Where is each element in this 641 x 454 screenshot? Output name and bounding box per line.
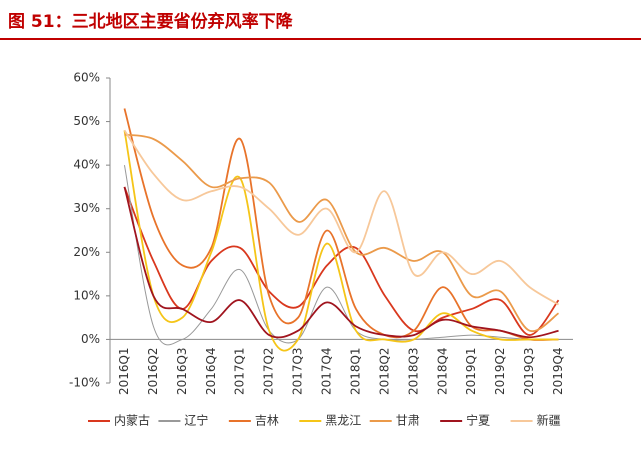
x-tick-label: 2018Q2: [377, 347, 391, 395]
x-tick-label: 2019Q3: [522, 347, 536, 395]
x-tick-label: 2016Q3: [175, 347, 189, 395]
series-line: [123, 130, 559, 352]
x-tick-label: 2017Q2: [262, 347, 276, 395]
x-tick-label: 2017Q4: [320, 347, 334, 395]
series-line: [123, 165, 559, 346]
y-tick-label: -10%: [69, 376, 100, 390]
legend-label: 辽宁: [184, 413, 208, 428]
x-tick-label: 2016Q4: [204, 347, 218, 395]
chart-title: 图 51：三北地区主要省份弃风率下降: [8, 11, 294, 32]
y-tick-label: 20%: [73, 245, 100, 259]
legend-label: 宁夏: [466, 413, 490, 428]
legend-label: 黑龙江: [325, 414, 361, 428]
legend-label: 内蒙古: [114, 413, 150, 428]
x-tick-label: 2016Q2: [146, 347, 160, 395]
y-tick-label: 0%: [81, 332, 100, 346]
x-tick-label: 2016Q1: [117, 347, 131, 395]
series-line: [123, 186, 559, 339]
y-tick-label: 60%: [73, 71, 100, 85]
x-tick-label: 2018Q4: [435, 347, 449, 395]
series-line: [123, 186, 560, 336]
x-tick-label: 2019Q1: [464, 347, 478, 395]
series-line: [123, 129, 559, 306]
y-tick-label: 10%: [73, 288, 100, 302]
title-rule: [0, 38, 641, 40]
series-line: [123, 108, 559, 341]
series-line: [124, 133, 560, 333]
x-tick-label: 2019Q2: [493, 347, 507, 395]
y-tick-label: 30%: [73, 201, 100, 215]
x-tick-label: 2017Q3: [291, 347, 305, 395]
x-tick-label: 2017Q1: [233, 347, 247, 395]
y-tick-label: 40%: [73, 158, 100, 172]
x-tick-label: 2018Q3: [406, 347, 420, 395]
x-tick-label: 2019Q4: [551, 347, 565, 395]
legend-label: 甘肃: [396, 414, 420, 428]
x-tick-label: 2018Q1: [348, 347, 362, 395]
legend-label: 新疆: [537, 413, 561, 428]
legend-label: 吉林: [255, 414, 279, 428]
y-tick-label: 50%: [73, 114, 100, 128]
